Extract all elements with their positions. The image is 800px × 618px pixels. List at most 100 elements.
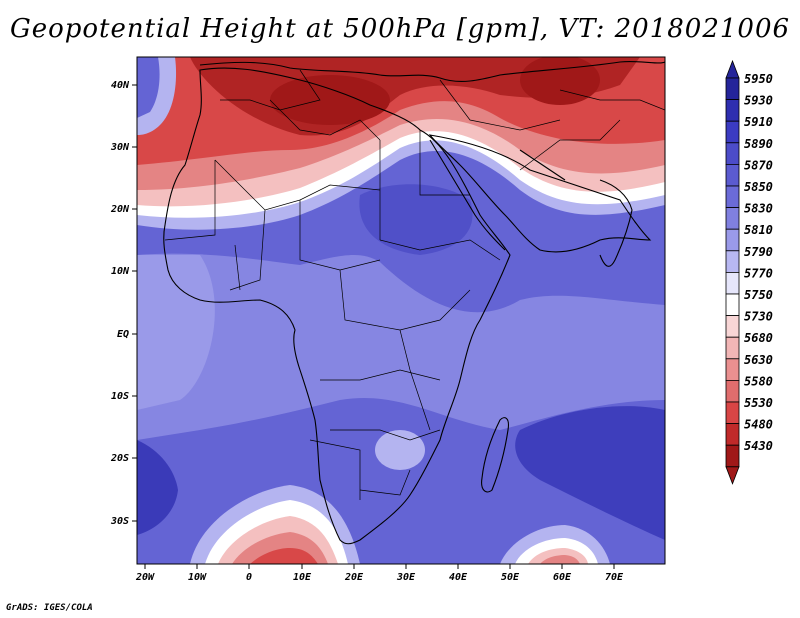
- lat-label: EQ: [117, 329, 129, 340]
- colorbar-swatch: [725, 163, 740, 187]
- height-field: [137, 57, 665, 564]
- colorbar-level-label: 5770: [744, 266, 773, 280]
- colorbar-level-label: 5430: [744, 439, 773, 453]
- colorbar-swatch: [725, 250, 740, 273]
- lon-label: 30E: [396, 572, 416, 583]
- light-patch-south: [375, 430, 425, 470]
- lon-label: 50E: [501, 572, 520, 583]
- colorbar-swatch: [725, 77, 740, 101]
- colorbar-swatch: [725, 401, 740, 425]
- coastlines: [163, 60, 665, 545]
- longitude-labels: 20W 10W 0 10E 20E 30E 40E 50E 60E 70E: [135, 572, 624, 583]
- lat-label: 10N: [111, 266, 130, 277]
- colorbar-swatch: [725, 358, 740, 381]
- colorbar-swatch: [725, 207, 740, 230]
- colorbar-swatch: [725, 120, 740, 144]
- lat-label: 20N: [110, 204, 130, 215]
- lat-label: 30N: [110, 142, 130, 153]
- colorbar-level-label: 5530: [744, 396, 773, 410]
- lat-label: 30S: [110, 516, 129, 527]
- lat-label: 10S: [111, 391, 129, 402]
- colorbar-level-label: 5850: [744, 180, 773, 194]
- lon-label: 70E: [605, 572, 624, 583]
- border-11: [309, 439, 361, 500]
- colorbar-level-label: 5870: [744, 158, 773, 172]
- colorbar-level-label: 5730: [744, 310, 773, 324]
- colorbar-level-label: 5930: [744, 94, 773, 108]
- border-10: [330, 429, 441, 441]
- borders: [164, 69, 665, 500]
- grads-credit: GrADS: IGES/COLA: [6, 603, 93, 613]
- border-14: [234, 244, 241, 291]
- colorbar-swatch: [725, 336, 740, 360]
- colorbar-swatch: [725, 423, 740, 446]
- colorbar-level-label: 5630: [744, 353, 773, 367]
- border-1: [164, 160, 216, 241]
- colorbar-swatch: [725, 293, 740, 317]
- colorbar-swatch: [725, 379, 740, 403]
- colorbar-level-label: 5830: [744, 202, 773, 216]
- arabia-coastline: [428, 134, 652, 253]
- border-13: [399, 329, 431, 431]
- border-6: [299, 200, 381, 271]
- band-red-s: [250, 548, 318, 564]
- colorbar-level-label: 5910: [744, 115, 773, 129]
- band-red-se: [540, 555, 580, 564]
- colorbar-level-label: 5890: [744, 137, 773, 151]
- india-coastline: [599, 179, 633, 267]
- colorbar-level-label: 5810: [744, 223, 773, 237]
- blue-blob-nw-core: [137, 57, 160, 118]
- border-15: [269, 99, 381, 141]
- colorbar: 5950 5930 5910 5890 5870 5850 5830 5810 5790 5770…: [725, 59, 773, 485]
- border-18: [220, 69, 321, 111]
- border-12: [359, 469, 411, 496]
- deep-blue-se: [515, 406, 665, 540]
- madagascar-coastline: [481, 417, 509, 493]
- colorbar-top-arrow: [725, 59, 740, 79]
- colorbar-swatch: [725, 99, 740, 122]
- border-16: [519, 119, 621, 171]
- colorbar-bottom-arrow: [725, 466, 740, 485]
- deep-blue-sw: [137, 440, 178, 535]
- border-5: [379, 239, 501, 261]
- lat-label: 40N: [111, 80, 130, 91]
- lon-label: 60E: [553, 572, 572, 583]
- colorbar-swatch: [725, 315, 740, 338]
- europe-coastline: [199, 60, 665, 82]
- lon-label: 10E: [293, 572, 312, 583]
- tick-marks: [132, 84, 615, 569]
- border-19: [559, 89, 665, 111]
- deep-blue-north: [359, 184, 473, 255]
- colorbar-swatch: [725, 271, 740, 295]
- latitude-labels: 40N 30N 20N 10N EQ 10S 20S 30S: [110, 80, 130, 527]
- border-17: [439, 79, 561, 131]
- red-core-north: [270, 75, 390, 125]
- lon-label: 0: [246, 572, 252, 583]
- red-sea: [429, 139, 506, 251]
- red-core-east: [520, 57, 600, 105]
- colorbar-level-label: 5480: [744, 418, 773, 432]
- lon-label: 20E: [344, 572, 364, 583]
- border-4: [419, 130, 470, 196]
- colorbar-swatch: [725, 142, 740, 165]
- colorbar-level-label: 5580: [744, 374, 773, 388]
- plot-frame: [136, 56, 666, 565]
- lon-label: 20W: [135, 572, 155, 583]
- lon-label: 40E: [449, 572, 468, 583]
- border-9: [320, 369, 441, 381]
- lavender-belt: [137, 253, 665, 440]
- colorbar-level-label: 5950: [744, 72, 773, 86]
- lon-label: 10W: [188, 572, 207, 583]
- chart-title: Geopotential Height at 500hPa [gpm], VT:…: [9, 14, 791, 44]
- colorbar-level-label: 5790: [744, 245, 773, 259]
- colorbar-level-label: 5750: [744, 288, 773, 302]
- colorbar-swatch: [725, 185, 740, 209]
- colorbar-swatch: [725, 444, 740, 468]
- border-7: [229, 209, 266, 291]
- colorbar-level-label: 5680: [744, 331, 773, 345]
- lavender-west: [137, 255, 215, 410]
- persian-gulf: [519, 149, 566, 181]
- lat-label: 20S: [110, 453, 129, 464]
- colorbar-swatch: [725, 228, 740, 252]
